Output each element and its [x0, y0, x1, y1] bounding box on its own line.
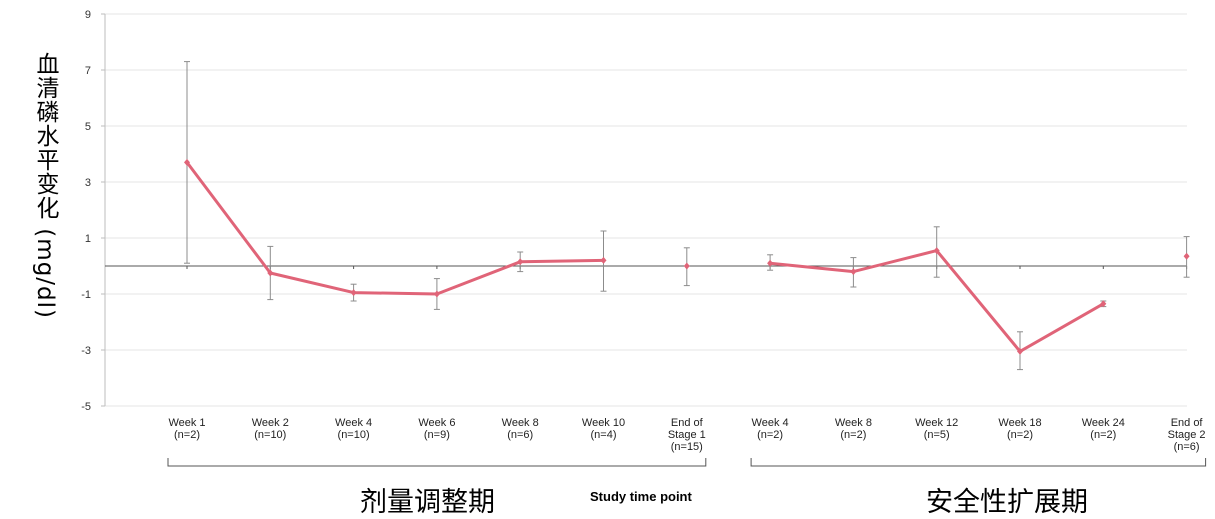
x-tick-label-line: Week 12 — [915, 417, 958, 429]
x-tick-label-line: Week 4 — [752, 417, 789, 429]
x-tick-label: Week 8 (n=6) — [502, 417, 539, 441]
x-tick-label: Week 12 (n=5) — [915, 417, 958, 441]
x-tick-label: Week 1 (n=2) — [168, 417, 205, 441]
x-tick-label: Week 4 (n=10) — [335, 417, 372, 441]
x-tick-label: Week 4 (n=2) — [752, 417, 789, 441]
x-tick-label-line: Week 4 — [335, 417, 372, 429]
y-tick-label: 9 — [85, 9, 91, 21]
x-tick-label-line: Week 24 — [1082, 417, 1125, 429]
series-line — [185, 160, 605, 296]
data-point — [433, 290, 440, 298]
x-tick-label-line: Stage 2 — [1168, 429, 1206, 441]
x-tick-labels: Week 1 (n=2)Week 2 (n=10)Week 4 (n=10)Week … — [168, 417, 1205, 453]
x-tick-label-line: Week 10 — [582, 417, 625, 429]
data-point — [933, 247, 940, 255]
x-tick-label-line: (n=2) — [174, 429, 200, 441]
y-tick-label: -3 — [81, 345, 91, 357]
x-tick-label-line: (n=5) — [924, 429, 950, 441]
gridlines — [105, 13, 1187, 407]
x-tick-label-line: Week 18 — [998, 417, 1041, 429]
x-tick-label: End of Stage 2 (n=6) — [1168, 417, 1206, 453]
data-point — [350, 289, 357, 297]
y-tick-label: 7 — [85, 65, 91, 77]
y-axis-title: 血清磷水平变化 (mg/dl) — [32, 52, 58, 320]
x-tick-label-line: (n=2) — [1007, 429, 1033, 441]
x-tick-label-line: (n=15) — [671, 441, 703, 453]
x-tick-label-line: Week 1 — [168, 417, 205, 429]
x-tick-label-line: Week 8 — [502, 417, 539, 429]
x-tick-label-line: End of — [1171, 417, 1204, 429]
data-point — [184, 158, 190, 166]
data-point — [683, 262, 690, 270]
data-point — [1100, 300, 1107, 308]
x-axis-title: Study time point — [590, 489, 692, 504]
x-tick-label: Week 24 (n=2) — [1082, 417, 1125, 441]
stage-1-label: 剂量调整期 — [360, 487, 495, 518]
x-tick-label: Week 6 (n=9) — [418, 417, 455, 441]
data-points — [184, 158, 1190, 355]
error-bars — [184, 61, 1190, 371]
x-tick-label-line: (n=2) — [757, 429, 783, 441]
x-tick-label: Week 10 (n=4) — [582, 417, 625, 441]
stage-bracket — [167, 458, 707, 467]
y-tick-label: -1 — [81, 289, 91, 301]
x-tick-label-line: (n=2) — [1090, 429, 1116, 441]
data-point — [517, 258, 524, 266]
stage-brackets — [167, 458, 1207, 467]
data-point — [1183, 252, 1190, 260]
x-tick-label-line: (n=4) — [591, 429, 617, 441]
stage-2-label: 安全性扩展期 — [926, 487, 1088, 518]
x-tick-label-line: (n=10) — [254, 429, 286, 441]
data-point — [267, 269, 274, 277]
x-tick-label-line: (n=6) — [507, 429, 533, 441]
x-tick-label: End of Stage 1 (n=15) — [668, 417, 706, 453]
stage-bracket — [750, 458, 1207, 467]
y-tick-label: 3 — [85, 177, 91, 189]
x-tick-label-line: Week 6 — [418, 417, 455, 429]
data-point — [600, 256, 607, 264]
y-tick-label: -5 — [81, 401, 91, 413]
y-axis: 9 7 5 3 1 -1 -3 -5 — [81, 9, 106, 413]
x-tick-label-line: Week 8 — [835, 417, 872, 429]
x-tick-label-line: (n=9) — [424, 429, 450, 441]
x-tick-label-line: Week 2 — [252, 417, 289, 429]
data-point — [850, 268, 857, 276]
y-tick-label: 1 — [85, 233, 91, 245]
x-tick-label: Week 2 (n=10) — [252, 417, 289, 441]
x-tick-label-line: (n=2) — [840, 429, 866, 441]
x-tick-label-line: Stage 1 — [668, 429, 706, 441]
x-tick-label-line: End of — [671, 417, 704, 429]
x-tick-label-line: (n=10) — [338, 429, 370, 441]
x-tick-label: Week 18 (n=2) — [998, 417, 1041, 441]
data-point — [767, 259, 774, 267]
series-lines — [185, 160, 1105, 353]
x-tick-label: Week 8 (n=2) — [835, 417, 872, 441]
data-point — [1017, 347, 1023, 355]
y-tick-label: 5 — [85, 121, 91, 133]
x-tick-label-line: (n=6) — [1174, 441, 1200, 453]
